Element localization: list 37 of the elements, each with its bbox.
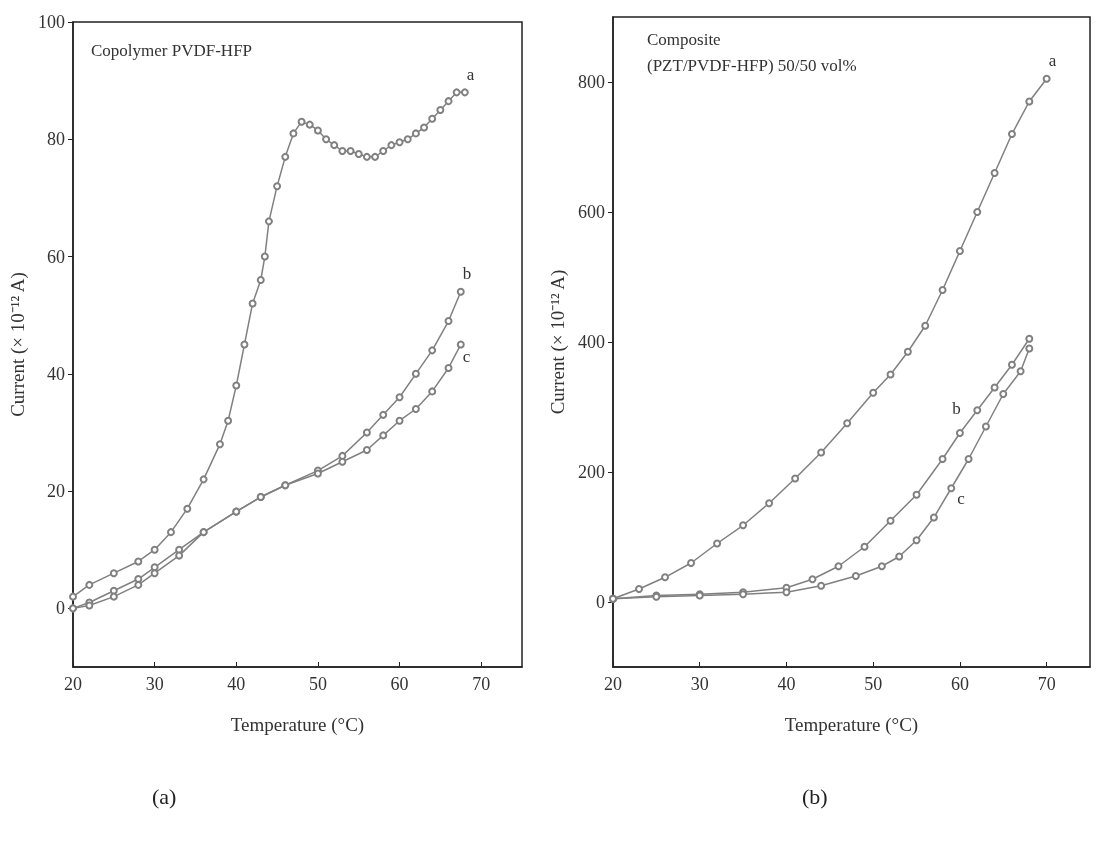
x-tick-label: 70 [472,674,491,694]
y-tick-label: 60 [47,246,65,267]
x-tick-label: 40 [227,674,246,694]
series-label: a [466,64,475,84]
x-axis-title: Temperature (°C) [230,714,365,736]
x-tick-label: 20 [604,674,622,694]
series-label: b [462,264,472,284]
x-tick-label: 70 [1037,674,1056,694]
x-tick-label: 50 [864,674,883,694]
y-tick-label: 600 [578,202,605,222]
x-tick-label: 30 [145,674,164,694]
y-axis-title: Current (× 10⁻¹² A) [7,272,29,417]
series-label: a [1048,51,1057,71]
y-tick-label: 80 [47,129,65,150]
text: Composite (PZT/PVDF-HFP) 50/50 vol% [647,29,857,75]
y-tick-label: 0 [56,598,65,619]
x-tick-label: 60 [390,674,409,694]
y-tick-label: 0 [596,592,605,612]
x-tick-label: 20 [64,674,82,694]
series-label: b [952,399,961,419]
text: (a) [152,783,177,809]
x-tick-label: 60 [950,674,969,694]
text: Copolymer PVDF-HFP [91,40,253,60]
y-tick-label: 400 [578,332,605,352]
series-label: c [462,347,471,366]
text: (b) [802,783,828,809]
y-tick-label: 200 [578,462,605,482]
y-tick-label: 100 [38,12,65,32]
x-axis-title: Temperature (°C) [784,714,919,736]
y-tick-label: 40 [47,363,65,384]
y-tick-label: 800 [578,72,605,92]
y-axis-title: Current (× 10⁻¹² A) [547,269,569,415]
series-label: c [957,489,966,508]
x-tick-label: 40 [777,674,796,694]
x-tick-label: 50 [308,674,327,694]
x-tick-label: 30 [690,674,709,694]
y-tick-label: 20 [47,481,65,502]
